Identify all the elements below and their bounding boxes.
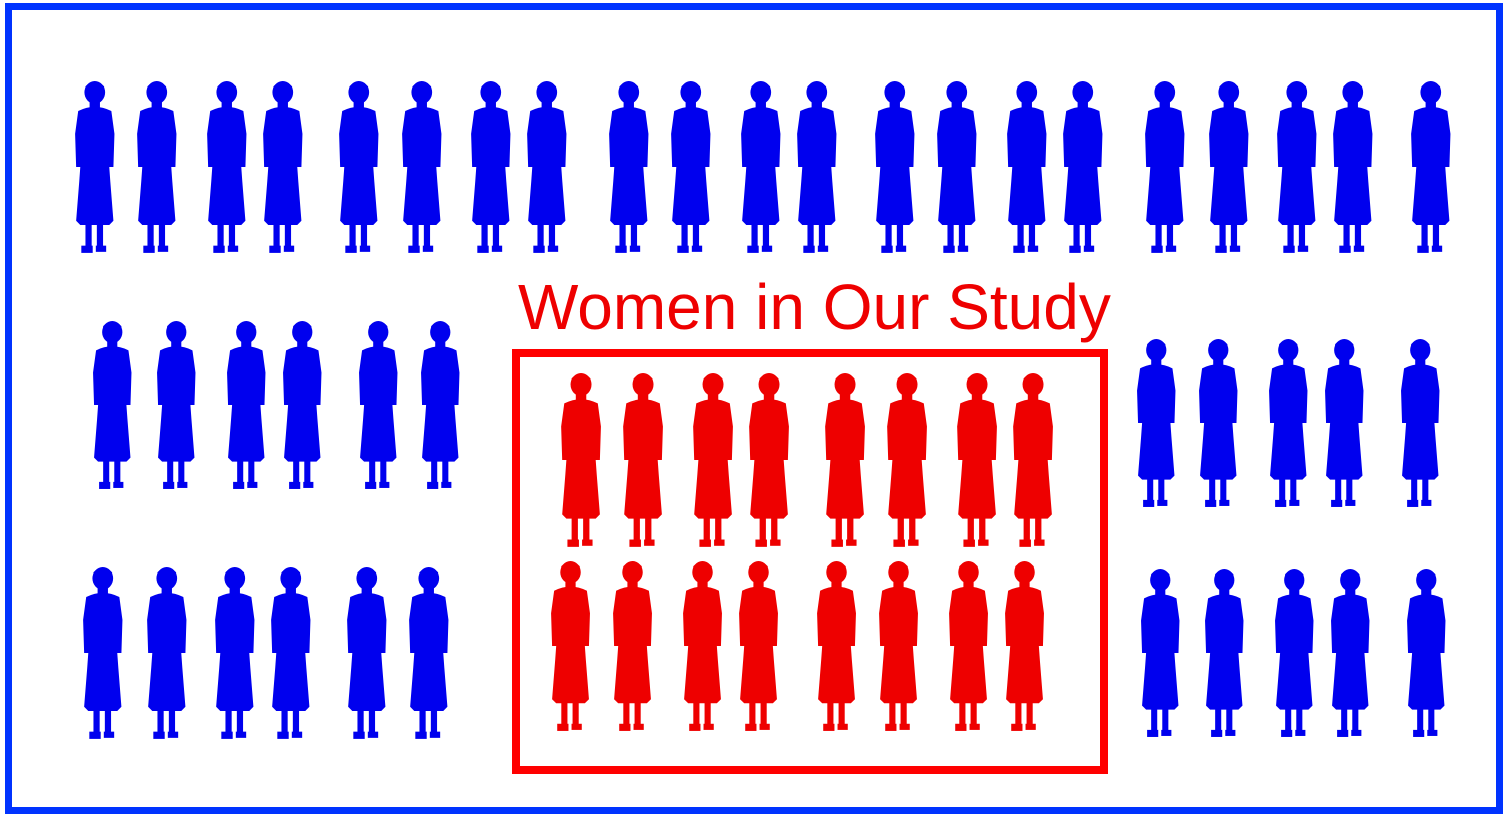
population-woman-icon bbox=[402, 81, 442, 253]
population-woman-icon bbox=[1063, 81, 1103, 253]
population-woman-icon bbox=[1205, 569, 1244, 737]
sample-woman-icon bbox=[817, 561, 856, 731]
population-woman-icon bbox=[283, 321, 322, 489]
population-woman-icon bbox=[1411, 81, 1451, 253]
study-caption: Women in Our Study bbox=[518, 271, 1111, 343]
population-woman-icon bbox=[1141, 569, 1180, 737]
population-woman-icon bbox=[1275, 569, 1314, 737]
population-woman-icon bbox=[797, 81, 837, 253]
population-woman-icon bbox=[741, 81, 781, 253]
population-woman-icon bbox=[1209, 81, 1249, 253]
population-woman-icon bbox=[1333, 81, 1373, 253]
sample-woman-icon bbox=[957, 373, 997, 547]
population-woman-icon bbox=[671, 81, 711, 253]
population-woman-icon bbox=[83, 567, 123, 739]
population-frame bbox=[5, 3, 1503, 814]
sample-woman-icon bbox=[879, 561, 918, 731]
population-woman-icon bbox=[157, 321, 196, 489]
population-woman-icon bbox=[207, 81, 247, 253]
population-woman-icon bbox=[215, 567, 255, 739]
population-woman-icon bbox=[471, 81, 511, 253]
sample-woman-icon bbox=[749, 373, 789, 547]
population-woman-icon bbox=[421, 321, 460, 489]
sample-woman-icon bbox=[949, 561, 988, 731]
sample-woman-icon bbox=[693, 373, 733, 547]
population-woman-icon bbox=[359, 321, 398, 489]
population-woman-icon bbox=[1325, 339, 1364, 507]
sample-woman-icon bbox=[683, 561, 722, 731]
population-woman-icon bbox=[339, 81, 379, 253]
population-woman-icon bbox=[609, 81, 649, 253]
population-woman-icon bbox=[1269, 339, 1308, 507]
population-woman-icon bbox=[1331, 569, 1370, 737]
sample-woman-icon bbox=[887, 373, 927, 547]
sample-woman-icon bbox=[613, 561, 652, 731]
sample-woman-icon bbox=[561, 373, 601, 547]
population-woman-icon bbox=[93, 321, 132, 489]
population-woman-icon bbox=[1199, 339, 1238, 507]
population-woman-icon bbox=[75, 81, 115, 253]
population-woman-icon bbox=[937, 81, 977, 253]
sample-woman-icon bbox=[825, 373, 865, 547]
population-woman-icon bbox=[227, 321, 266, 489]
population-woman-icon bbox=[1145, 81, 1185, 253]
population-woman-icon bbox=[147, 567, 187, 739]
population-woman-icon bbox=[1407, 569, 1446, 737]
population-woman-icon bbox=[1137, 339, 1176, 507]
sample-woman-icon bbox=[1005, 561, 1044, 731]
sample-woman-icon bbox=[551, 561, 590, 731]
study-sample-box bbox=[512, 349, 1108, 774]
sample-woman-icon bbox=[623, 373, 663, 547]
population-woman-icon bbox=[1007, 81, 1047, 253]
population-woman-icon bbox=[527, 81, 567, 253]
population-woman-icon bbox=[1401, 339, 1440, 507]
sample-woman-icon bbox=[1013, 373, 1053, 547]
population-woman-icon bbox=[263, 81, 303, 253]
population-woman-icon bbox=[875, 81, 915, 253]
population-woman-icon bbox=[271, 567, 311, 739]
population-woman-icon bbox=[1277, 81, 1317, 253]
population-woman-icon bbox=[347, 567, 387, 739]
population-woman-icon bbox=[137, 81, 177, 253]
sample-woman-icon bbox=[739, 561, 778, 731]
population-woman-icon bbox=[409, 567, 449, 739]
